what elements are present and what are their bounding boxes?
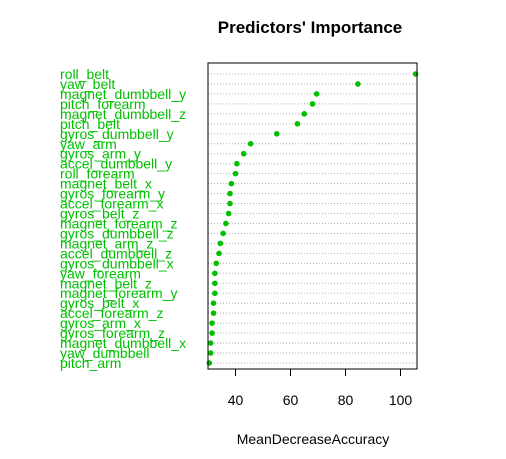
data-point [227, 201, 233, 207]
data-point [208, 340, 214, 346]
data-point [274, 131, 280, 137]
x-axis-label: MeanDecreaseAccuracy [237, 431, 390, 447]
grid-lines [208, 74, 417, 363]
data-point [301, 111, 307, 117]
data-point [212, 290, 218, 296]
data-point [212, 280, 218, 286]
data-point [314, 91, 320, 97]
x-axis: 40 60 80 100 [228, 369, 413, 408]
data-point [209, 330, 215, 336]
category-labels: roll_beltyaw_beltmagnet_dumbbell_ypitch_… [60, 66, 186, 371]
data-point [413, 71, 419, 77]
data-point [241, 151, 247, 157]
data-point [216, 251, 222, 257]
category-label: pitch_arm [60, 355, 121, 371]
data-point [211, 300, 217, 306]
data-point [223, 221, 229, 227]
data-point [234, 161, 240, 167]
data-point [248, 141, 254, 147]
data-point [212, 271, 218, 277]
data-point [208, 350, 214, 356]
data-points [207, 71, 419, 366]
data-point [207, 360, 213, 366]
x-tick-label: 100 [389, 392, 413, 408]
data-point [211, 310, 217, 316]
data-point [213, 261, 219, 267]
data-point [310, 101, 316, 107]
data-point [295, 121, 301, 127]
data-point [218, 241, 224, 247]
data-point [220, 231, 226, 237]
data-point [226, 211, 232, 217]
x-tick-label: 80 [338, 392, 354, 408]
data-point [209, 320, 215, 326]
data-point [229, 181, 235, 187]
data-point [355, 81, 361, 87]
data-point [227, 191, 233, 197]
chart-title: Predictors' Importance [218, 18, 403, 37]
x-tick-label: 60 [283, 392, 299, 408]
x-tick-label: 40 [228, 392, 244, 408]
data-point [233, 171, 239, 177]
